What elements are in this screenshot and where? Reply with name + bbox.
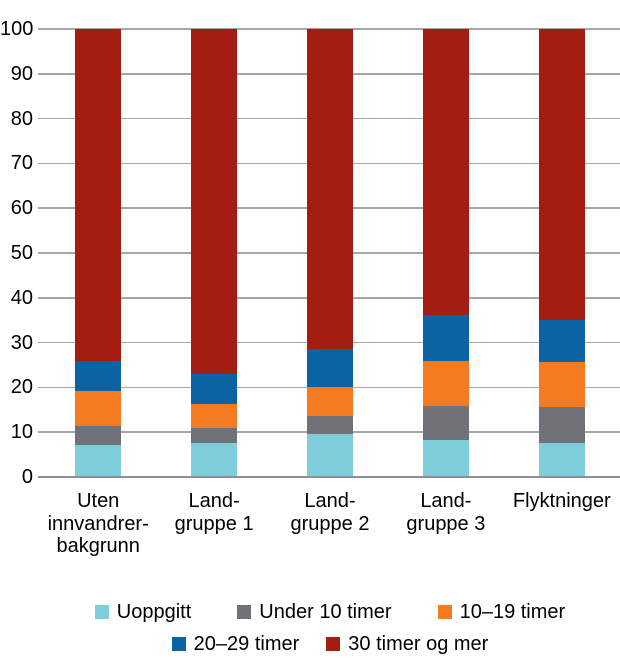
bar [307, 29, 353, 477]
bar-segment [307, 349, 353, 387]
y-tick-label: 60 [10, 197, 33, 220]
x-category-label: Flyktninger [512, 490, 611, 512]
x-category-label: Land- gruppe 2 [290, 490, 370, 535]
y-tick-label: 90 [10, 62, 33, 85]
bar [538, 29, 585, 477]
y-tick-label: 30 [10, 331, 33, 354]
bar-segment [75, 391, 122, 426]
bar-segment [75, 445, 122, 477]
bar-segment [422, 29, 469, 315]
legend-item: Uoppgitt [94, 600, 192, 624]
bar-segment [191, 29, 238, 374]
legend-swatch [326, 637, 341, 651]
x-axis-line [38, 476, 620, 478]
legend-item: 30 timer og mer [326, 632, 488, 656]
plot-area [38, 28, 620, 478]
x-category-label: Land- gruppe 3 [406, 490, 486, 535]
bar [191, 29, 238, 477]
bar-segment [75, 29, 122, 361]
x-category-label: Land- gruppe 1 [174, 490, 254, 535]
bar-segment [538, 442, 585, 477]
bar-segment [191, 404, 238, 428]
legend-item: 10–19 timer [437, 600, 566, 624]
bar-segment [191, 373, 238, 404]
gridline [38, 28, 620, 30]
bar-segment [307, 416, 353, 435]
x-category-label: Uten innvandrer- bakgrunn [47, 490, 149, 557]
legend-row: Uoppgitt Under 10 timer 10–19 timer [40, 600, 620, 624]
bar [75, 29, 122, 477]
bar-segment [75, 360, 122, 392]
y-tick-label: 100 [0, 18, 34, 40]
legend-swatch [437, 605, 452, 619]
y-tick-label: 0 [21, 466, 33, 488]
bar-segment [422, 439, 469, 477]
y-tick-label: 50 [10, 242, 33, 264]
bar [422, 29, 469, 477]
bar-segment [307, 386, 353, 417]
bar-segment [191, 427, 238, 443]
y-tick-label: 20 [10, 376, 33, 399]
bar-segment [307, 29, 353, 350]
legend-swatch [94, 605, 109, 619]
bar-segment [538, 406, 585, 443]
y-tick-label: 80 [10, 107, 33, 130]
legend-label: 10–19 timer [459, 601, 566, 623]
legend-label: 30 timer og mer [348, 633, 489, 655]
bar-segment [307, 434, 353, 477]
y-tick-label: 70 [10, 152, 33, 175]
bar-segment [538, 361, 585, 407]
y-tick-label: 40 [10, 286, 33, 309]
y-tick-label: 10 [10, 421, 33, 444]
legend-item: 20–29 timer [171, 632, 300, 656]
bar-segment [75, 425, 122, 446]
bar-segment [422, 314, 469, 361]
legend-label: Under 10 timer [259, 601, 392, 623]
legend-swatch [171, 637, 186, 651]
legend-swatch [237, 605, 252, 619]
bar-segment [538, 29, 585, 321]
bar-segment [422, 406, 469, 440]
legend-label: Uoppgitt [116, 601, 192, 623]
legend-row: 20–29 timer 30 timer og mer [40, 632, 620, 656]
bar-segment [422, 360, 469, 407]
bar-segment [538, 320, 585, 362]
bar-segment [191, 442, 238, 477]
legend-label: 20–29 timer [193, 633, 300, 655]
legend-item: Under 10 timer [237, 600, 392, 624]
